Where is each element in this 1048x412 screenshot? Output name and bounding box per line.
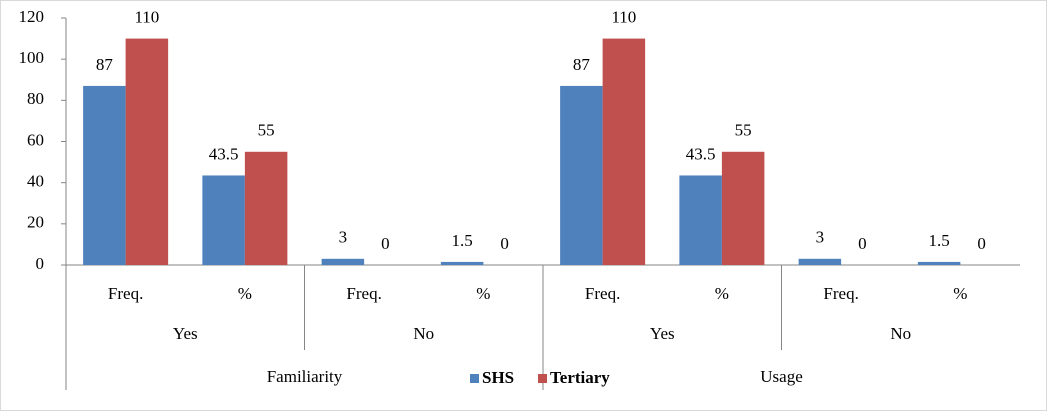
data-label: 0 [381,234,390,253]
data-label: 43.5 [686,144,716,163]
legend-swatch [470,374,479,383]
x-tick-label: Freq. [108,284,143,303]
x-tick-label: Freq. [823,284,858,303]
bar [602,38,646,266]
y-tick-label: 80 [27,89,44,108]
bar [125,38,169,266]
x-tick-label: % [953,284,967,303]
data-label: 1.5 [452,231,473,250]
data-label: 43.5 [209,144,239,163]
bar [440,261,484,265]
x-tick-label: % [476,284,490,303]
data-label: 110 [611,7,636,26]
data-label: 0 [858,234,867,253]
bar [202,175,245,265]
bar [321,258,365,265]
bar [798,258,842,265]
legend-swatch [538,374,547,383]
y-tick-label: 20 [27,213,44,232]
y-tick-label: 60 [27,130,44,149]
data-label: 55 [258,121,275,140]
y-tick-label: 0 [36,254,45,273]
data-label: 55 [735,121,752,140]
data-label: 3 [816,228,825,247]
bar [560,85,603,265]
data-label: 110 [134,7,159,26]
bar [917,261,961,265]
y-tick-label: 40 [27,172,44,191]
data-label: 0 [500,234,509,253]
x-tick-label: % [715,284,729,303]
data-label: 0 [977,234,986,253]
group-label: No [890,324,911,343]
bar [244,151,288,265]
x-tick-label: Freq. [585,284,620,303]
group-label: Yes [173,324,198,343]
group-label: Yes [650,324,675,343]
bar [679,175,722,265]
bar [721,151,765,265]
data-label: 87 [96,55,114,74]
supergroup-label: Usage [760,367,802,386]
legend-label: SHS [482,368,514,387]
data-label: 87 [573,55,591,74]
x-tick-label: % [238,284,252,303]
y-tick-label: 100 [19,48,45,67]
bar [83,85,126,265]
y-tick-label: 120 [19,7,45,26]
group-label: No [413,324,434,343]
data-label: 1.5 [929,231,950,250]
legend-label: Tertiary [550,368,610,387]
data-label: 3 [339,228,348,247]
supergroup-label: Familiarity [267,367,343,386]
x-tick-label: Freq. [346,284,381,303]
